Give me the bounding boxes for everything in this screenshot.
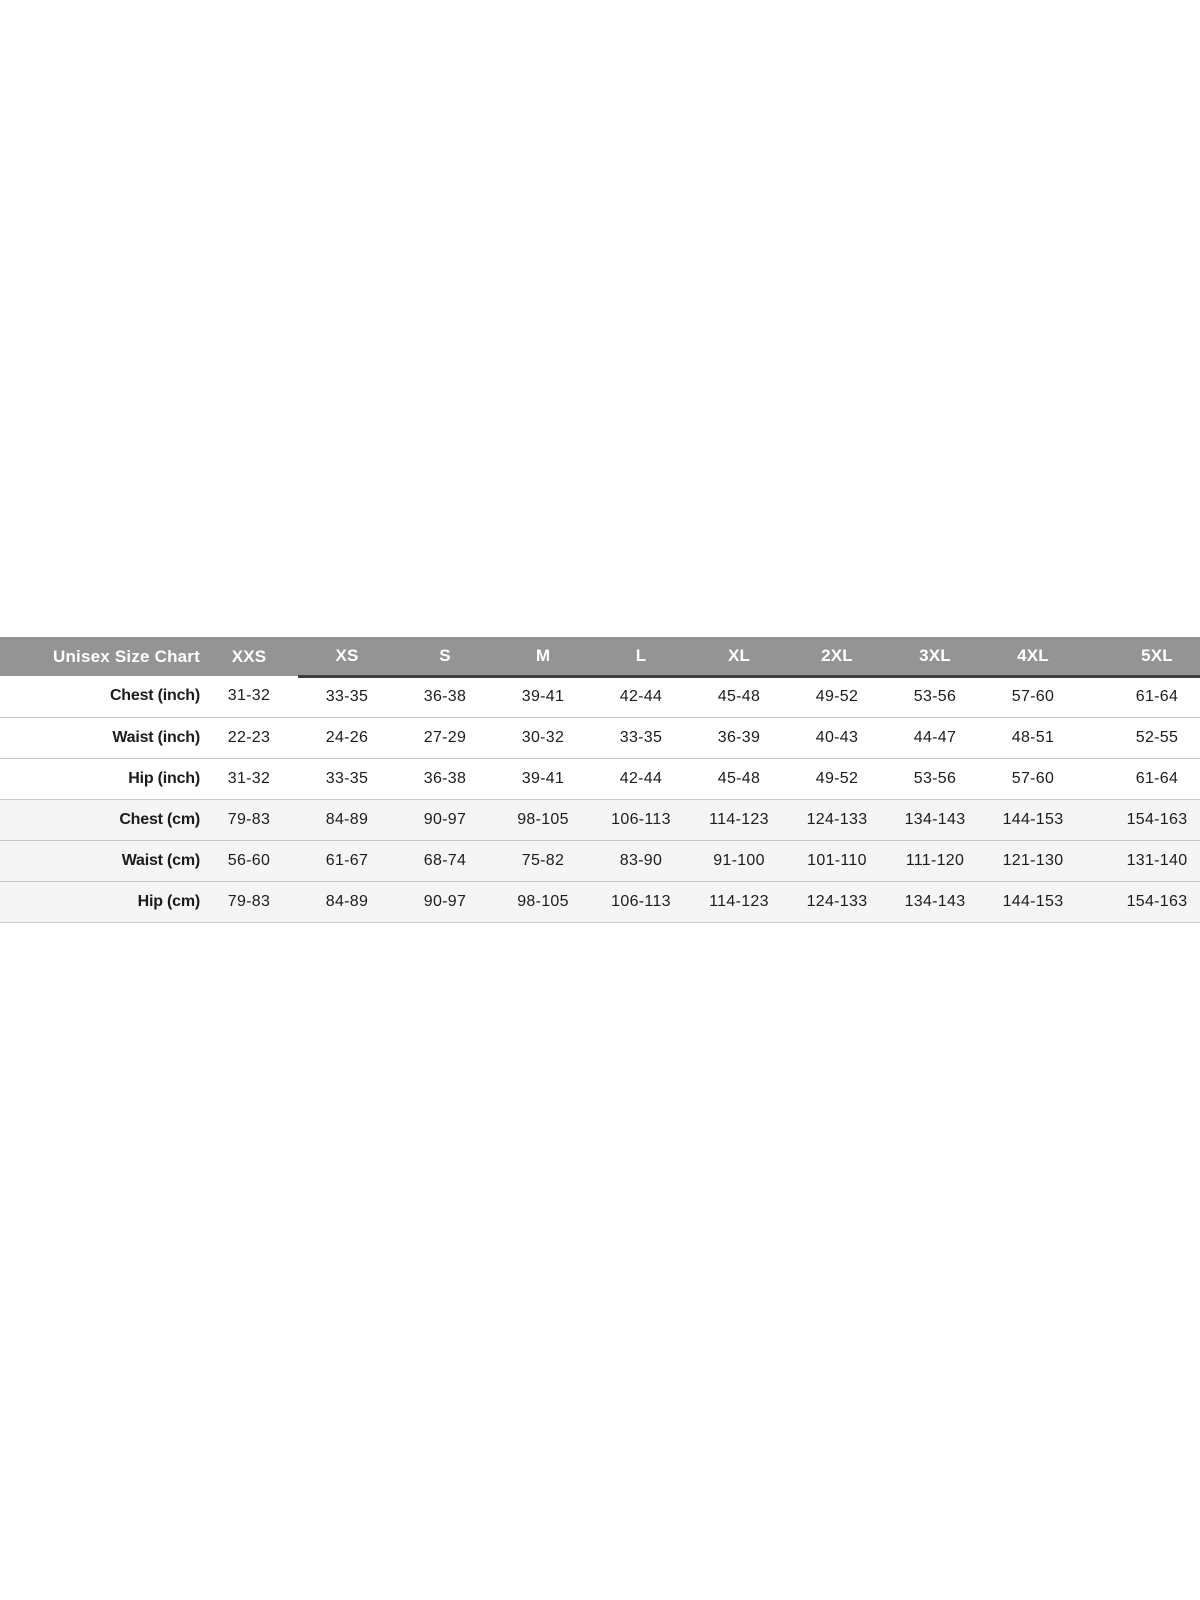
column-header-l: L bbox=[592, 637, 690, 678]
row-label-chest-cm: Chest (cm) bbox=[0, 799, 200, 841]
cell-hip-cm-3xl: 134-143 bbox=[886, 881, 984, 923]
cell-chest-inch-xl: 45-48 bbox=[690, 676, 788, 718]
cell-hip-inch-3xl: 53-56 bbox=[886, 758, 984, 800]
cell-hip-inch-5xl: 61-64 bbox=[1082, 758, 1200, 800]
cell-chest-cm-3xl: 134-143 bbox=[886, 799, 984, 841]
cell-hip-cm-s: 90-97 bbox=[396, 881, 494, 923]
cell-chest-cm-s: 90-97 bbox=[396, 799, 494, 841]
cell-hip-cm-l: 106-113 bbox=[592, 881, 690, 923]
table-row: Hip (inch) 31-32 33-35 36-38 39-41 42-44… bbox=[0, 758, 1200, 800]
column-header-xs: XS bbox=[298, 637, 396, 678]
cell-hip-cm-5xl: 154-163 bbox=[1082, 881, 1200, 923]
cell-waist-inch-m: 30-32 bbox=[494, 717, 592, 759]
cell-waist-cm-xl: 91-100 bbox=[690, 840, 788, 882]
table-row: Waist (cm) 56-60 61-67 68-74 75-82 83-90… bbox=[0, 840, 1200, 882]
size-chart-body: Chest (inch) 31-32 33-35 36-38 39-41 42-… bbox=[0, 676, 1200, 923]
cell-hip-cm-2xl: 124-133 bbox=[788, 881, 886, 923]
cell-waist-cm-xs: 61-67 bbox=[298, 840, 396, 882]
cell-chest-cm-l: 106-113 bbox=[592, 799, 690, 841]
cell-hip-cm-xl: 114-123 bbox=[690, 881, 788, 923]
cell-waist-inch-5xl: 52-55 bbox=[1082, 717, 1200, 759]
cell-waist-cm-5xl: 131-140 bbox=[1082, 840, 1200, 882]
cell-hip-cm-xs: 84-89 bbox=[298, 881, 396, 923]
column-header-3xl: 3XL bbox=[886, 637, 984, 678]
cell-waist-cm-l: 83-90 bbox=[592, 840, 690, 882]
cell-hip-inch-4xl: 57-60 bbox=[984, 758, 1082, 800]
cell-chest-inch-m: 39-41 bbox=[494, 676, 592, 718]
cell-chest-cm-xl: 114-123 bbox=[690, 799, 788, 841]
cell-chest-cm-xs: 84-89 bbox=[298, 799, 396, 841]
size-chart-header: Unisex Size Chart XXS XS S M L XL 2XL 3X… bbox=[0, 637, 1200, 678]
cell-hip-inch-xxs: 31-32 bbox=[200, 758, 298, 800]
cell-chest-inch-xs: 33-35 bbox=[298, 676, 396, 718]
cell-waist-inch-3xl: 44-47 bbox=[886, 717, 984, 759]
cell-chest-cm-5xl: 154-163 bbox=[1082, 799, 1200, 841]
cell-waist-inch-4xl: 48-51 bbox=[984, 717, 1082, 759]
cell-chest-inch-l: 42-44 bbox=[592, 676, 690, 718]
cell-hip-inch-2xl: 49-52 bbox=[788, 758, 886, 800]
cell-hip-cm-xxs: 79-83 bbox=[200, 881, 298, 923]
cell-waist-cm-xxs: 56-60 bbox=[200, 840, 298, 882]
cell-chest-inch-2xl: 49-52 bbox=[788, 676, 886, 718]
cell-hip-inch-xs: 33-35 bbox=[298, 758, 396, 800]
table-row: Chest (inch) 31-32 33-35 36-38 39-41 42-… bbox=[0, 676, 1200, 718]
cell-waist-inch-s: 27-29 bbox=[396, 717, 494, 759]
column-header-m: M bbox=[494, 637, 592, 678]
cell-hip-inch-xl: 45-48 bbox=[690, 758, 788, 800]
column-header-s: S bbox=[396, 637, 494, 678]
cell-chest-inch-3xl: 53-56 bbox=[886, 676, 984, 718]
chart-corner-title: Unisex Size Chart bbox=[0, 637, 200, 676]
table-row: Hip (cm) 79-83 84-89 90-97 98-105 106-11… bbox=[0, 881, 1200, 923]
column-header-xxs: XXS bbox=[200, 637, 298, 676]
cell-chest-inch-4xl: 57-60 bbox=[984, 676, 1082, 718]
cell-waist-cm-m: 75-82 bbox=[494, 840, 592, 882]
cell-chest-cm-4xl: 144-153 bbox=[984, 799, 1082, 841]
column-header-2xl: 2XL bbox=[788, 637, 886, 678]
row-label-chest-inch: Chest (inch) bbox=[0, 676, 200, 718]
cell-chest-cm-xxs: 79-83 bbox=[200, 799, 298, 841]
row-label-waist-cm: Waist (cm) bbox=[0, 840, 200, 882]
cell-hip-inch-s: 36-38 bbox=[396, 758, 494, 800]
cell-chest-inch-5xl: 61-64 bbox=[1082, 676, 1200, 718]
cell-chest-inch-xxs: 31-32 bbox=[200, 676, 298, 718]
cell-waist-inch-xl: 36-39 bbox=[690, 717, 788, 759]
cell-chest-cm-m: 98-105 bbox=[494, 799, 592, 841]
row-label-hip-inch: Hip (inch) bbox=[0, 758, 200, 800]
cell-chest-inch-s: 36-38 bbox=[396, 676, 494, 718]
cell-hip-inch-m: 39-41 bbox=[494, 758, 592, 800]
cell-hip-inch-l: 42-44 bbox=[592, 758, 690, 800]
cell-hip-cm-4xl: 144-153 bbox=[984, 881, 1082, 923]
cell-waist-cm-2xl: 101-110 bbox=[788, 840, 886, 882]
cell-waist-inch-xxs: 22-23 bbox=[200, 717, 298, 759]
row-label-waist-inch: Waist (inch) bbox=[0, 717, 200, 759]
cell-chest-cm-2xl: 124-133 bbox=[788, 799, 886, 841]
cell-waist-cm-4xl: 121-130 bbox=[984, 840, 1082, 882]
column-header-xl: XL bbox=[690, 637, 788, 678]
unisex-size-chart-table: Unisex Size Chart XXS XS S M L XL 2XL 3X… bbox=[0, 637, 1200, 923]
column-header-4xl: 4XL bbox=[984, 637, 1082, 678]
table-row: Waist (inch) 22-23 24-26 27-29 30-32 33-… bbox=[0, 717, 1200, 759]
header-row: Unisex Size Chart XXS XS S M L XL 2XL 3X… bbox=[0, 637, 1200, 678]
cell-waist-inch-xs: 24-26 bbox=[298, 717, 396, 759]
cell-waist-cm-3xl: 111-120 bbox=[886, 840, 984, 882]
column-header-5xl: 5XL bbox=[1082, 637, 1200, 678]
row-label-hip-cm: Hip (cm) bbox=[0, 881, 200, 923]
cell-waist-inch-l: 33-35 bbox=[592, 717, 690, 759]
table-row: Chest (cm) 79-83 84-89 90-97 98-105 106-… bbox=[0, 799, 1200, 841]
cell-hip-cm-m: 98-105 bbox=[494, 881, 592, 923]
cell-waist-inch-2xl: 40-43 bbox=[788, 717, 886, 759]
cell-waist-cm-s: 68-74 bbox=[396, 840, 494, 882]
